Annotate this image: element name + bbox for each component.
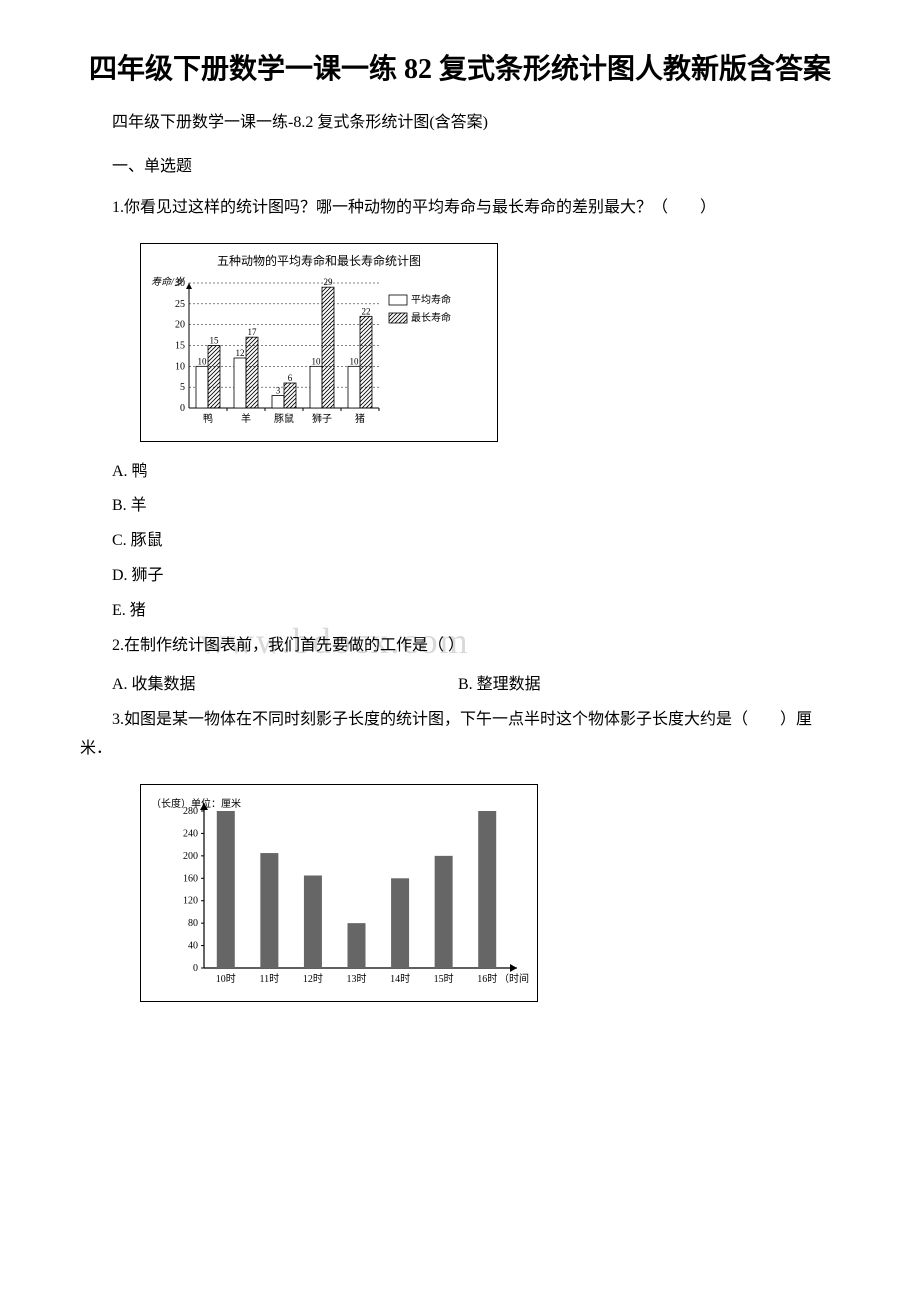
svg-text:15: 15 <box>175 340 185 351</box>
svg-text:20: 20 <box>175 319 185 330</box>
svg-text:（时间）: （时间） <box>499 972 529 985</box>
q1-chart-title: 五种动物的平均寿命和最长寿命统计图 <box>149 252 489 269</box>
svg-text:豚鼠: 豚鼠 <box>274 412 294 425</box>
svg-text:（长度）单位：厘米: （长度）单位：厘米 <box>151 797 241 810</box>
svg-text:10: 10 <box>198 356 208 366</box>
section-header: 一、单选题 <box>80 153 840 182</box>
q3-chart: 04080120160200240280（长度）单位：厘米10时11时12时13… <box>140 784 538 1002</box>
svg-text:120: 120 <box>183 896 198 907</box>
svg-text:0: 0 <box>180 403 185 414</box>
svg-text:22: 22 <box>362 306 371 316</box>
q1-options: A. 鸭 B. 羊 C. 豚鼠 D. 狮子 E. 猪 <box>112 458 840 626</box>
svg-text:15时: 15时 <box>434 973 454 985</box>
svg-text:鸭: 鸭 <box>203 412 213 425</box>
svg-text:10: 10 <box>312 356 322 366</box>
page-title: 四年级下册数学一课一练 82 复式条形统计图人教新版含答案 <box>80 50 840 89</box>
svg-text:160: 160 <box>183 873 198 884</box>
q1-option-c: C. 豚鼠 <box>112 527 840 556</box>
svg-text:12: 12 <box>236 348 245 358</box>
q1-chart-svg: 051015202530寿命/岁1015鸭1217羊36豚鼠1029狮子1022… <box>149 273 489 433</box>
svg-text:5: 5 <box>180 382 185 393</box>
svg-text:寿命/岁: 寿命/岁 <box>151 276 185 288</box>
q1-option-a: A. 鸭 <box>112 458 840 487</box>
svg-text:13时: 13时 <box>347 973 367 985</box>
svg-text:240: 240 <box>183 828 198 839</box>
svg-text:平均寿命: 平均寿命 <box>411 293 451 306</box>
svg-text:6: 6 <box>288 373 293 383</box>
svg-text:3: 3 <box>276 385 281 395</box>
svg-text:10: 10 <box>350 356 360 366</box>
svg-text:12时: 12时 <box>303 973 323 985</box>
q1-option-e: E. 猪 <box>112 597 840 626</box>
q3-text: 3.如图是某一物体在不同时刻影子长度的统计图，下午一点半时这个物体影子长度大约是… <box>80 706 840 764</box>
q2-options: A. 收集数据 B. 整理数据 <box>80 670 840 694</box>
document-content: 四年级下册数学一课一练 82 复式条形统计图人教新版含答案 四年级下册数学一课一… <box>80 50 840 1017</box>
svg-text:狮子: 狮子 <box>312 412 332 425</box>
q1-text: 1.你看见过这样的统计图吗？哪一种动物的平均寿命与最长寿命的差别最大？（ ） <box>80 194 840 223</box>
svg-text:200: 200 <box>183 851 198 862</box>
svg-text:15: 15 <box>210 335 220 345</box>
svg-text:40: 40 <box>188 941 198 952</box>
q2-option-a: A. 收集数据 <box>80 670 422 694</box>
svg-text:0: 0 <box>193 963 198 974</box>
svg-text:14时: 14时 <box>390 973 410 985</box>
q1-option-b: B. 羊 <box>112 492 840 521</box>
q3-chart-svg: 04080120160200240280（长度）单位：厘米10时11时12时13… <box>149 793 529 993</box>
svg-text:25: 25 <box>175 298 185 309</box>
q1-chart: 五种动物的平均寿命和最长寿命统计图 051015202530寿命/岁1015鸭1… <box>140 243 498 442</box>
q2-option-b: B. 整理数据 <box>426 670 768 694</box>
svg-text:16时: 16时 <box>477 973 497 985</box>
svg-text:猪: 猪 <box>355 413 365 425</box>
svg-text:10时: 10时 <box>216 973 236 985</box>
q2-text: 2.在制作统计图表前，我们首先要做的工作是（ ） <box>80 632 840 661</box>
subtitle-text: 四年级下册数学一课一练-8.2 复式条形统计图(含答案) <box>80 109 840 138</box>
svg-text:29: 29 <box>324 277 334 287</box>
svg-text:最长寿命: 最长寿命 <box>411 311 451 324</box>
svg-text:17: 17 <box>248 327 258 337</box>
svg-text:10: 10 <box>175 361 185 372</box>
svg-text:羊: 羊 <box>241 412 251 425</box>
svg-text:80: 80 <box>188 918 198 929</box>
svg-text:11时: 11时 <box>260 973 280 985</box>
q1-option-d: D. 狮子 <box>112 562 840 591</box>
